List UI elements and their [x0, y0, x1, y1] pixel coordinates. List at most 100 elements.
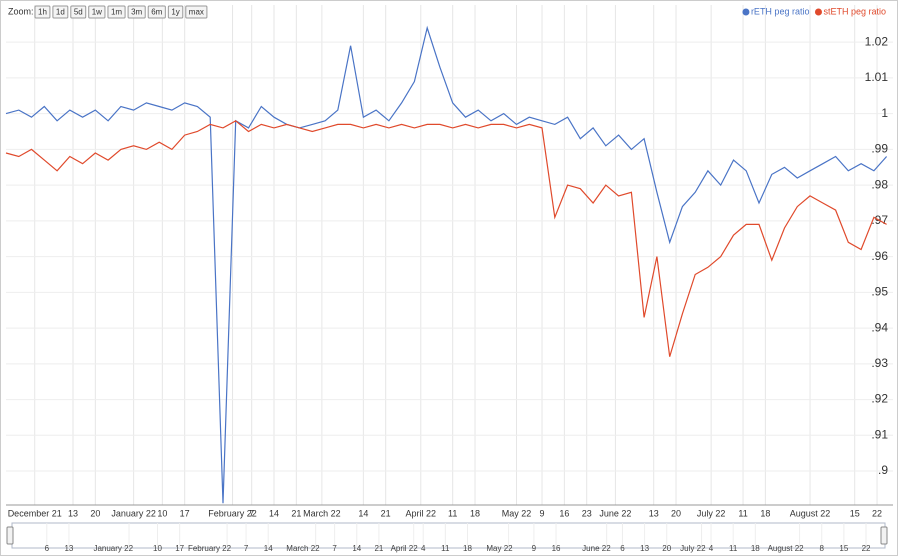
x-tick-label: 9 [540, 508, 545, 518]
navigator-label: 4 [421, 544, 426, 553]
x-tick-label: 21 [381, 508, 391, 518]
navigator-label: 20 [662, 544, 671, 553]
x-tick-label: 14 [269, 508, 279, 518]
zoom-button[interactable] [88, 5, 106, 19]
navigator-handle[interactable] [6, 526, 14, 545]
legend-label[interactable]: stETH peg ratio [823, 6, 886, 16]
x-tick-label: 11 [448, 508, 457, 518]
x-tick-label: 14 [358, 508, 368, 518]
navigator-label: 18 [751, 544, 760, 553]
zoom-button-label[interactable]: 1h [38, 8, 47, 17]
x-tick-label: August 22 [790, 508, 831, 518]
navigator-label: January 22 [93, 544, 133, 553]
x-tick-label: 16 [559, 508, 569, 518]
x-tick-label: 15 [850, 508, 860, 518]
x-tick-label: December 21 [8, 508, 62, 518]
navigator-label: 14 [352, 544, 361, 553]
navigator-label: March 22 [286, 544, 320, 553]
zoom-button[interactable] [185, 5, 208, 19]
y-tick-label: .91 [871, 427, 888, 441]
x-tick-label: May 22 [502, 508, 532, 518]
navigator-label: July 22 [680, 544, 706, 553]
zoom-button-label[interactable]: 1d [56, 8, 65, 17]
x-tick-label: 18 [760, 508, 770, 518]
x-tick-label: 22 [872, 508, 882, 518]
zoom-button-label[interactable]: 5d [74, 8, 83, 17]
x-tick-label: 23 [582, 508, 592, 518]
zoom-button[interactable] [52, 5, 69, 19]
navigator-label: 13 [640, 544, 649, 553]
y-tick-label: .95 [871, 285, 888, 299]
legend-marker[interactable] [814, 8, 822, 16]
x-tick-label: April 22 [406, 508, 437, 518]
y-tick-label: .93 [871, 356, 888, 370]
navigator-label: June 22 [582, 544, 611, 553]
zoom-label: Zoom: [8, 6, 34, 16]
x-tick-label: 20 [671, 508, 681, 518]
legend-label[interactable]: rETH peg ratio [751, 6, 810, 16]
navigator-label: 4 [709, 544, 714, 553]
navigator-label: 7 [244, 544, 249, 553]
x-tick-label: 7 [249, 508, 254, 518]
navigator-label: May 22 [486, 544, 513, 553]
navigator-label: 17 [175, 544, 184, 553]
navigator-label: 21 [374, 544, 383, 553]
navigator-label: 7 [332, 544, 337, 553]
x-tick-label: June 22 [599, 508, 631, 518]
navigator-label: April 22 [391, 544, 419, 553]
y-tick-label: .99 [871, 142, 888, 156]
x-tick-label: 13 [68, 508, 78, 518]
y-tick-label: 1.02 [865, 34, 889, 48]
zoom-button-label[interactable]: 1w [92, 8, 102, 17]
y-tick-label: 1.01 [865, 70, 889, 84]
zoom-button[interactable] [34, 5, 51, 19]
zoom-button[interactable] [167, 5, 184, 19]
x-tick-label: January 22 [111, 508, 156, 518]
navigator-handle[interactable] [880, 526, 888, 545]
x-tick-label: February 22 [208, 508, 257, 518]
x-tick-label: 20 [90, 508, 100, 518]
navigator-label: 10 [153, 544, 162, 553]
zoom-button-label[interactable]: max [189, 8, 204, 17]
zoom-button-label[interactable]: 1m [111, 8, 122, 17]
navigator-label: August 22 [768, 544, 805, 553]
y-tick-label: .98 [871, 177, 888, 191]
x-tick-label: 18 [470, 508, 480, 518]
navigator-label: 18 [463, 544, 472, 553]
zoom-button-label[interactable]: 3m [131, 8, 142, 17]
navigator-label: 8 [820, 544, 825, 553]
x-tick-label: July 22 [697, 508, 726, 518]
zoom-button-label[interactable]: 1y [171, 8, 179, 17]
zoom-button[interactable] [147, 5, 166, 19]
y-tick-label: .94 [871, 320, 888, 334]
series-line [5, 25, 888, 504]
x-tick-label: 17 [180, 508, 190, 518]
y-tick-label: .92 [871, 392, 888, 406]
x-tick-label: 11 [738, 508, 747, 518]
navigator-label: 11 [441, 544, 450, 553]
y-tick-label: .96 [871, 249, 888, 263]
navigator-label: 6 [45, 544, 50, 553]
navigator-label: 13 [64, 544, 73, 553]
x-tick-label: 10 [157, 508, 167, 518]
navigator-label: 6 [620, 544, 625, 553]
navigator-label: 14 [264, 544, 273, 553]
x-tick-label: 13 [649, 508, 659, 518]
zoom-button[interactable] [107, 5, 126, 19]
navigator-label: 9 [532, 544, 537, 553]
x-tick-label: March 22 [303, 508, 341, 518]
y-tick-label: .9 [878, 463, 888, 477]
navigator-label: 16 [552, 544, 561, 553]
zoom-button[interactable] [70, 5, 87, 19]
navigator-label: 15 [839, 544, 848, 553]
zoom-button-label[interactable]: 6m [151, 8, 162, 17]
y-tick-label: 1 [881, 106, 888, 120]
zoom-button[interactable] [127, 5, 146, 19]
navigator-label: February 22 [188, 544, 232, 553]
navigator-label: 22 [862, 544, 871, 553]
series-line [5, 120, 887, 357]
navigator-label: 11 [729, 544, 738, 553]
legend-marker[interactable] [742, 8, 750, 16]
